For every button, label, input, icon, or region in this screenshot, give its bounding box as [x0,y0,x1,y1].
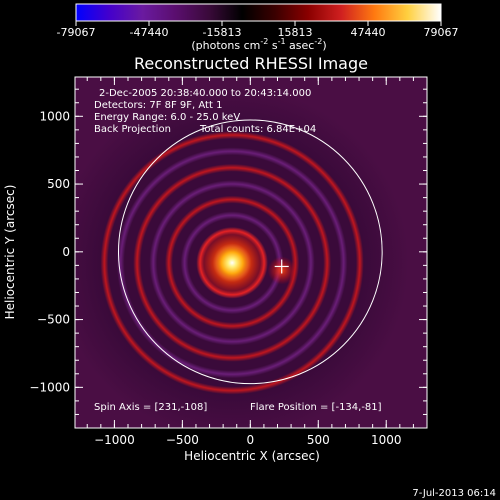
colorbar-tick-label: 47440 [351,26,386,39]
flare-core [75,77,427,428]
colorbar-tick-label: 15813 [278,26,313,39]
x-tick-label: 500 [307,433,330,447]
annotations: 2-Dec-2005 20:38:40.000 to 20:43:14.000 … [94,88,382,413]
x-tick-label: 1000 [371,433,402,447]
colorbar: -79067 -47440 -15813 15813 47440 79067 (photo… [57,3,459,52]
date-range: 2-Dec-2005 20:38:40.000 to 20:43:14.000 [99,88,311,99]
plot-frame [74,76,428,429]
colorbar-tick-label: -79067 [57,26,96,39]
y-tick-label: 0 [62,245,70,259]
y-tick-label: −1000 [29,380,70,394]
colorbar-tick-label: -15813 [203,26,242,39]
plot-area [75,77,427,428]
detectors: Detectors: 7F 8F 9F, Att 1 [94,100,222,111]
y-tick-label: 1000 [39,109,70,123]
y-tick-label: −500 [37,313,70,327]
x-tick-label: −500 [166,433,199,447]
x-axis: −1000 −500 0 500 1000 [86,77,428,447]
solar-limb [117,119,383,385]
colorbar-ticks: -79067 -47440 -15813 15813 47440 79067 [57,21,459,39]
spin-axis-text: Spin Axis = [231,-108] [94,402,207,413]
flare-position-text: Flare Position = [-134,-81] [250,402,382,413]
method: Back Projection [94,124,171,135]
chart-title: Reconstructed RHESSI Image [134,54,368,73]
energy-range: Energy Range: 6.0 - 25.0 keV [94,112,240,123]
colorbar-tick-label: -47440 [130,26,169,39]
total-counts: Total counts: 6.84E+04 [199,124,316,135]
y-axis: 1000 500 0 −500 −1000 [29,88,427,429]
x-tick-label: 0 [247,433,255,447]
x-axis-label: Heliocentric X (arcsec) [184,449,320,463]
y-tick-label: 500 [47,177,70,191]
colorbar-gradient [75,3,442,22]
colorbar-units: (photons cm-2 s-1 asec-2) [191,37,326,52]
spin-axis-marker [274,259,289,274]
colorbar-tick-label: 79067 [424,26,459,39]
y-axis-label: Heliocentric Y (arcsec) [3,185,17,320]
x-tick-label: −1000 [94,433,135,447]
timestamp: 7-Jul-2013 06:14 [412,488,496,499]
